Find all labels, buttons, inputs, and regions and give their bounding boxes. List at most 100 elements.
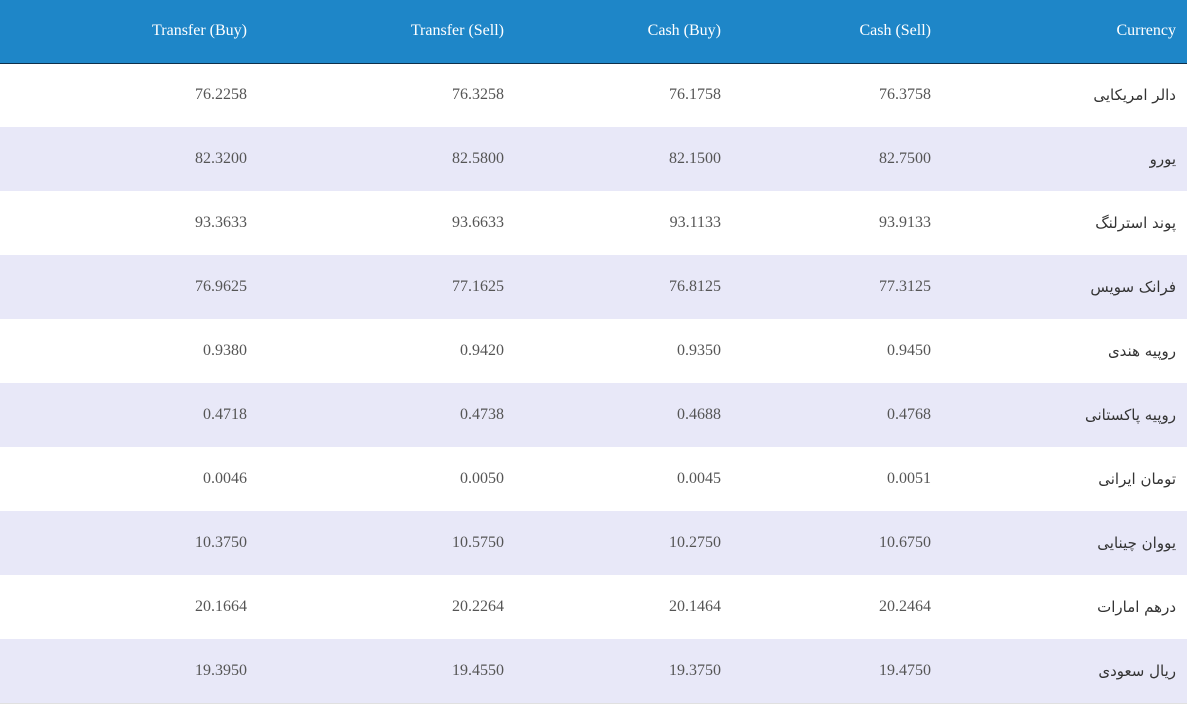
- cell-cash-sell: 20.2464: [721, 575, 931, 639]
- cell-transfer-buy-value: 82.3200: [195, 150, 247, 167]
- cell-cash-sell-value: 19.4750: [879, 661, 931, 679]
- cell-transfer-sell-value: 0.9420: [460, 342, 504, 359]
- cell-transfer-sell-value: 0.4738: [460, 406, 504, 423]
- cell-transfer-buy-value: 0.0046: [203, 470, 247, 487]
- cell-currency-value: یووان چینایی: [1097, 534, 1176, 552]
- cell-transfer-buy-value: 76.9625: [195, 278, 247, 295]
- cell-cash-buy-value: 10.2750: [669, 534, 721, 551]
- cell-currency: روپیه پاکستانی: [931, 383, 1187, 447]
- cell-currency-value: تومان ایرانی: [1098, 470, 1176, 488]
- cell-transfer-sell-value: 0.0050: [460, 470, 504, 487]
- cell-currency: ریال سعودی: [931, 639, 1187, 704]
- cell-transfer-buy: 82.3200: [0, 127, 247, 191]
- cell-cash-buy-value: 76.8125: [669, 278, 721, 295]
- cell-cash-sell: 0.9450: [721, 319, 931, 383]
- cell-cash-buy: 93.1133: [504, 191, 721, 255]
- cell-currency-value: روپیه هندی: [1107, 342, 1176, 360]
- cell-transfer-buy-value: 93.3633: [195, 214, 247, 231]
- cell-cash-buy-value: 19.3750: [669, 661, 721, 679]
- cell-currency: روپیه هندی: [931, 319, 1187, 383]
- cell-transfer-sell: 10.5750: [247, 511, 504, 575]
- cell-transfer-buy: 10.3750: [0, 511, 247, 575]
- table-body: 76.2258 76.3258 76.1758 76.3758 دالر امریکای…: [0, 63, 1187, 704]
- cell-cash-buy: 20.1464: [504, 575, 721, 639]
- cell-currency-value: درهم امارات: [1097, 598, 1176, 616]
- cell-transfer-sell: 77.1625: [247, 255, 504, 319]
- cell-cash-sell-value: 0.9450: [887, 342, 931, 359]
- cell-transfer-buy-value: 0.4718: [203, 406, 247, 423]
- cell-cash-buy: 0.9350: [504, 319, 721, 383]
- cell-cash-buy: 0.4688: [504, 383, 721, 447]
- cell-transfer-buy: 76.2258: [0, 63, 247, 127]
- cell-cash-buy-value: 82.1500: [669, 150, 721, 167]
- table-row: 76.2258 76.3258 76.1758 76.3758 دالر امریکای…: [0, 63, 1187, 127]
- cell-transfer-sell: 0.4738: [247, 383, 504, 447]
- cell-transfer-buy-value: 10.3750: [195, 534, 247, 551]
- cell-currency-value: دالر امریکایی: [1093, 86, 1176, 105]
- cell-transfer-sell: 0.9420: [247, 319, 504, 383]
- cell-currency-value: فرانک سویس: [1090, 278, 1176, 296]
- cell-cash-sell-value: 0.0051: [887, 470, 931, 487]
- cell-cash-sell-value: 82.7500: [879, 150, 931, 167]
- cell-cash-buy-value: 93.1133: [669, 214, 721, 231]
- table-row: 20.1664 20.2264 20.1464 20.2464 درهم امارات: [0, 575, 1187, 639]
- cell-cash-buy-value: 0.4688: [677, 406, 721, 423]
- cell-transfer-buy-value: 20.1664: [195, 598, 247, 615]
- cell-cash-buy: 0.0045: [504, 447, 721, 511]
- header-currency: Currency: [931, 0, 1187, 64]
- cell-transfer-buy-value: 19.3950: [195, 661, 247, 679]
- cell-transfer-sell: 20.2264: [247, 575, 504, 639]
- cell-cash-sell: 0.4768: [721, 383, 931, 447]
- cell-transfer-sell: 82.5800: [247, 127, 504, 191]
- cell-cash-sell-value: 0.4768: [887, 406, 931, 423]
- header-row: Transfer (Buy) Transfer (Sell) Cash (Buy…: [0, 0, 1187, 64]
- cell-cash-buy: 76.8125: [504, 255, 721, 319]
- cell-currency: پوند استرلنگ: [931, 191, 1187, 255]
- table-row: 19.3950 19.4550 19.3750 19.4750 ریال سعودی: [0, 639, 1187, 704]
- cell-transfer-buy-value: 76.2258: [195, 86, 247, 104]
- cell-currency: فرانک سویس: [931, 255, 1187, 319]
- table-row: 93.3633 93.6633 93.1133 93.9133 پوند استرلنگ: [0, 191, 1187, 255]
- table-row: 0.9380 0.9420 0.9350 0.9450 روپیه هندی: [0, 319, 1187, 383]
- cell-currency: تومان ایرانی: [931, 447, 1187, 511]
- cell-transfer-sell: 76.3258: [247, 63, 504, 127]
- table-header: Transfer (Buy) Transfer (Sell) Cash (Buy…: [0, 0, 1187, 64]
- cell-cash-buy: 19.3750: [504, 639, 721, 704]
- cell-cash-buy: 10.2750: [504, 511, 721, 575]
- cell-transfer-buy-value: 0.9380: [203, 342, 247, 359]
- header-transfer-sell: Transfer (Sell): [247, 0, 504, 64]
- cell-transfer-sell-value: 93.6633: [452, 214, 504, 231]
- cell-transfer-buy: 93.3633: [0, 191, 247, 255]
- cell-transfer-buy: 20.1664: [0, 575, 247, 639]
- cell-transfer-sell-value: 20.2264: [452, 598, 504, 615]
- cell-cash-sell: 76.3758: [721, 63, 931, 127]
- cell-transfer-buy: 19.3950: [0, 639, 247, 704]
- cell-cash-sell-value: 10.6750: [879, 534, 931, 551]
- cell-cash-sell: 0.0051: [721, 447, 931, 511]
- cell-cash-sell-value: 76.3758: [879, 86, 931, 104]
- cell-cash-sell-value: 77.3125: [879, 278, 931, 295]
- cell-transfer-buy: 0.0046: [0, 447, 247, 511]
- header-cash-buy: Cash (Buy): [504, 0, 721, 64]
- header-transfer-buy: Transfer (Buy): [0, 0, 247, 64]
- cell-cash-buy-value: 20.1464: [669, 598, 721, 615]
- cell-currency-value: ریال سعودی: [1098, 661, 1176, 680]
- cell-transfer-buy: 76.9625: [0, 255, 247, 319]
- cell-cash-sell: 82.7500: [721, 127, 931, 191]
- cell-cash-sell: 93.9133: [721, 191, 931, 255]
- cell-currency: دالر امریکایی: [931, 63, 1187, 127]
- table-row: 0.4718 0.4738 0.4688 0.4768 روپیه پاکستانی: [0, 383, 1187, 447]
- cell-cash-sell: 10.6750: [721, 511, 931, 575]
- cell-cash-sell: 19.4750: [721, 639, 931, 704]
- cell-transfer-sell-value: 10.5750: [452, 534, 504, 551]
- cell-transfer-sell-value: 76.3258: [452, 86, 504, 104]
- cell-transfer-sell: 0.0050: [247, 447, 504, 511]
- cell-transfer-buy: 0.4718: [0, 383, 247, 447]
- cell-currency: یورو: [931, 127, 1187, 191]
- cell-transfer-sell-value: 82.5800: [452, 150, 504, 167]
- cell-cash-sell: 77.3125: [721, 255, 931, 319]
- cell-cash-buy-value: 76.1758: [669, 86, 721, 104]
- cell-cash-buy-value: 0.0045: [677, 470, 721, 487]
- cell-currency-value: پوند استرلنگ: [1095, 214, 1176, 232]
- table-row: 76.9625 77.1625 76.8125 77.3125 فرانک سویس: [0, 255, 1187, 319]
